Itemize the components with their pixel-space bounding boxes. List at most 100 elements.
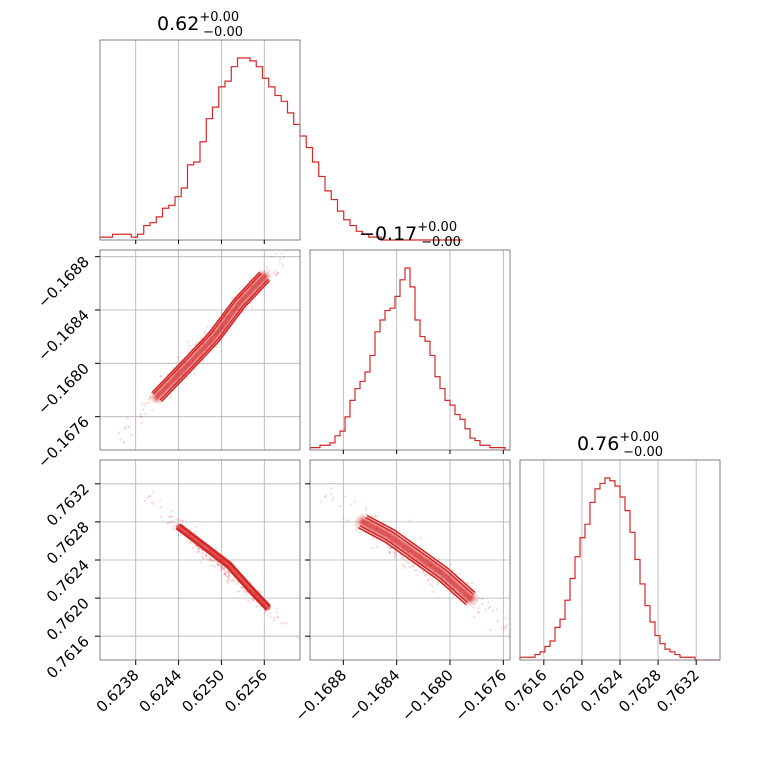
sample-point <box>151 409 154 412</box>
sample-point <box>342 516 345 519</box>
sample-point <box>296 636 299 639</box>
sample-point <box>400 556 404 559</box>
sample-point <box>355 526 359 529</box>
sample-point <box>374 515 377 518</box>
sample-point <box>212 564 215 567</box>
sample-point <box>151 501 154 504</box>
sample-point <box>209 557 212 561</box>
sample-point <box>258 605 261 608</box>
sample-point <box>199 337 202 340</box>
sample-point <box>218 563 221 566</box>
sample-point <box>394 554 397 557</box>
sample-point <box>169 515 172 518</box>
sample-point <box>166 522 169 525</box>
sample-point <box>179 533 182 536</box>
sample-point <box>388 551 392 554</box>
panel-contour-0-1 <box>99 227 301 451</box>
sample-point <box>298 243 300 245</box>
sample-point <box>489 629 492 632</box>
sample-point <box>206 338 209 341</box>
sample-point <box>226 570 229 573</box>
sample-point <box>353 500 356 503</box>
sample-point <box>168 378 171 381</box>
sample-point <box>209 556 213 559</box>
sample-point <box>189 528 192 531</box>
sample-point <box>224 316 227 319</box>
panel-hist-2: 0.76+0.00 −0.00 <box>519 430 721 661</box>
sample-point <box>242 588 245 591</box>
sample-point <box>436 581 439 584</box>
x-tick-label: 0.6250 <box>178 666 228 716</box>
sample-point <box>159 515 163 518</box>
sample-point <box>273 270 276 273</box>
sample-point <box>505 624 508 627</box>
sample-point <box>251 597 254 600</box>
histogram-line <box>309 267 510 451</box>
sample-point <box>170 514 174 518</box>
x-tick-label: 0.6256 <box>221 666 271 716</box>
sample-point <box>124 426 127 429</box>
x-tick-label: −0.1680 <box>398 666 457 725</box>
sample-point <box>472 606 475 609</box>
sample-point <box>179 519 182 522</box>
sample-point <box>394 553 397 557</box>
sample-point <box>155 398 158 401</box>
sample-point <box>181 519 184 523</box>
sample-point <box>276 615 279 618</box>
sample-point <box>224 574 227 577</box>
sample-point <box>281 252 284 255</box>
sample-point <box>401 557 404 560</box>
sample-point <box>201 553 204 556</box>
sample-point <box>477 610 481 614</box>
contour-line <box>179 524 271 607</box>
sample-point <box>266 613 269 616</box>
sample-point <box>281 265 284 268</box>
sample-point <box>503 628 506 631</box>
contour-line <box>179 523 271 607</box>
sample-point <box>195 525 198 528</box>
sample-point <box>389 539 392 543</box>
sample-point <box>194 531 197 534</box>
sample-point <box>188 541 191 545</box>
sample-point <box>403 564 406 568</box>
sample-point <box>216 563 219 567</box>
sample-point <box>172 527 175 530</box>
sample-point <box>160 375 163 378</box>
sample-point <box>189 541 192 544</box>
sample-point <box>152 502 156 506</box>
sample-point <box>282 256 285 259</box>
sample-point <box>195 545 198 548</box>
sample-point <box>330 493 333 496</box>
sample-point <box>193 343 196 347</box>
title-param-1: −0.17+0.00 −0.00 <box>359 220 461 250</box>
sample-point <box>227 576 230 579</box>
sample-point <box>270 255 273 258</box>
sample-point <box>126 417 129 420</box>
sample-point <box>393 550 396 553</box>
sample-point <box>293 227 295 229</box>
sample-point <box>208 557 211 560</box>
sample-point <box>169 396 172 399</box>
sample-point <box>276 611 279 614</box>
sample-point <box>252 599 255 603</box>
sample-point <box>275 607 278 610</box>
sample-point <box>143 404 146 407</box>
sample-point <box>154 399 157 402</box>
sample-point <box>188 348 191 351</box>
sample-point <box>472 595 475 598</box>
x-tick-label: −0.1676 <box>451 666 510 725</box>
sample-point <box>220 566 223 569</box>
sample-point <box>280 622 283 625</box>
sample-point <box>388 552 391 555</box>
sample-point <box>278 257 282 260</box>
sample-point <box>117 431 121 435</box>
contour-line <box>159 278 269 401</box>
sample-point <box>197 546 200 550</box>
sample-point <box>195 544 198 548</box>
sample-point <box>220 567 224 570</box>
sample-point <box>223 567 226 571</box>
sample-point <box>144 412 147 416</box>
contour-line <box>366 515 476 593</box>
sample-point <box>269 615 272 619</box>
sample-point <box>276 271 279 274</box>
